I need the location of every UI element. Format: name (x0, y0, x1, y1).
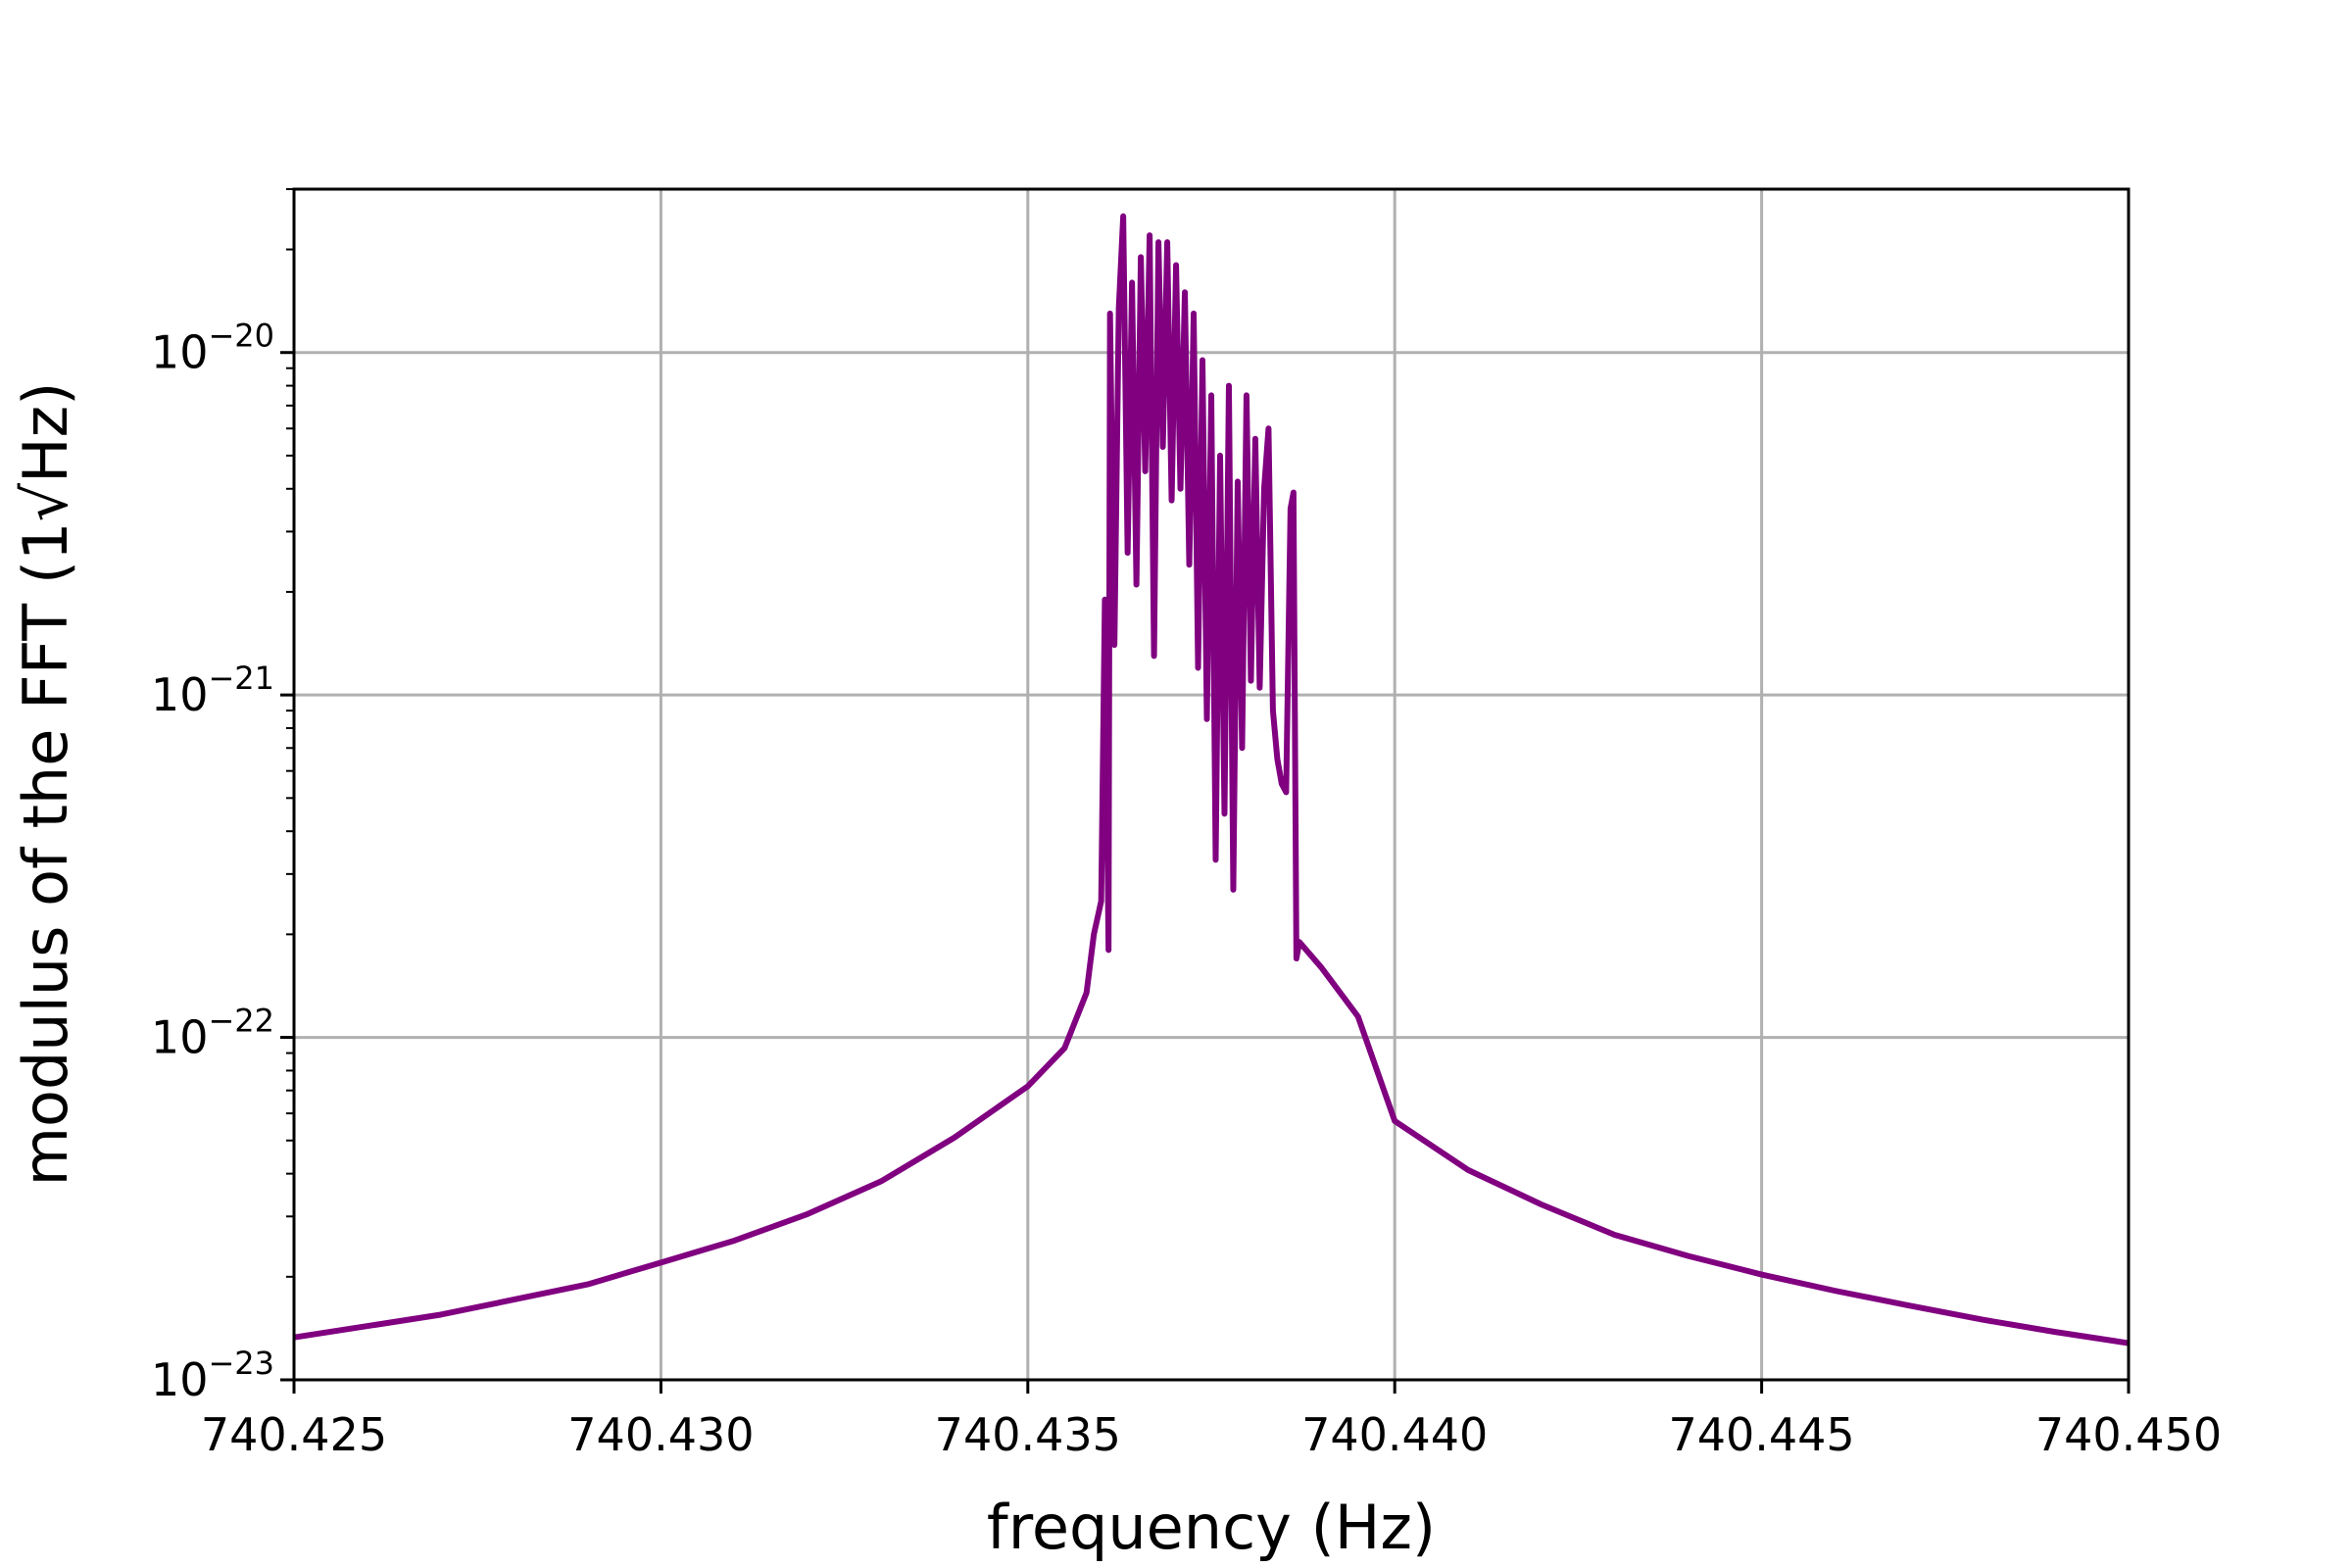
series-line-0 (293, 213, 2130, 1347)
x-tick-label-3: 740.440 (1301, 1408, 1488, 1461)
grid-lines (292, 189, 2131, 1382)
y-tick-labels: 10−23 10−22 10−21 10−20 (151, 318, 274, 1406)
axis-ticks (280, 351, 2131, 1394)
y-tick-label-0: 10−23 (151, 1345, 274, 1406)
series-group (293, 213, 2130, 1347)
x-tick-label-1: 740.430 (567, 1408, 754, 1461)
y-tick-label-3: 10−20 (151, 318, 274, 379)
x-tick-label-5: 740.450 (2035, 1408, 2222, 1461)
x-tick-label-2: 740.435 (935, 1408, 1121, 1461)
y-tick-label-1: 10−22 (151, 1003, 274, 1064)
x-tick-label-0: 740.425 (201, 1408, 387, 1461)
y-axis-label: modulus of the FFT (1√Hz) (10, 382, 81, 1187)
x-tick-label-4: 740.445 (1668, 1408, 1854, 1461)
y-tick-label-2: 10−21 (151, 660, 274, 721)
x-tick-labels: 740.425 740.430 740.435 740.440 740.445 740.4… (201, 1408, 2222, 1461)
x-axis-label: frequency (Hz) (987, 1492, 1436, 1563)
plot-frame (292, 187, 2131, 1382)
